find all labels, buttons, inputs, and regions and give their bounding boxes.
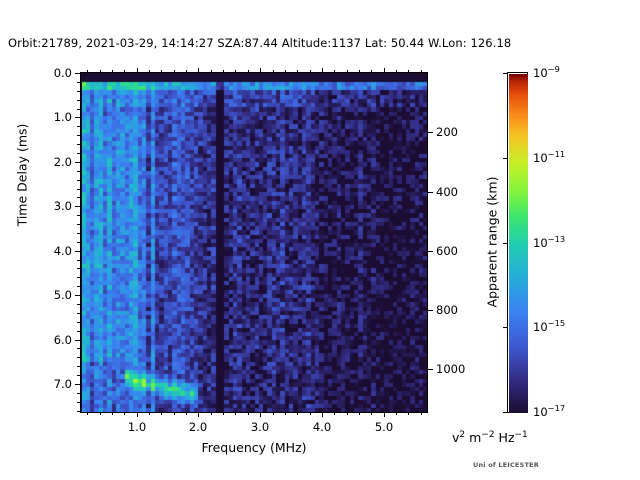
x-tick-label: 2.0	[188, 420, 208, 434]
right-axis-label: Apparent range (km)	[484, 176, 500, 308]
ionogram-heatmap	[82, 74, 427, 412]
y-tick-label: 5.0	[53, 288, 72, 302]
y-tick-label: 1.0	[53, 110, 72, 124]
colorbar-tick-label: 10−17	[533, 403, 566, 419]
x-tick-label: 5.0	[374, 420, 394, 434]
x-tick-label: 3.0	[250, 420, 270, 434]
colorbar-tick-label: 10−9	[533, 64, 560, 80]
right-tick-label: 200	[436, 125, 458, 139]
colorbar-tick-label: 10−11	[533, 149, 566, 165]
ionogram-plot-area	[80, 72, 428, 413]
y-axis-label: Time Delay (ms)	[14, 123, 30, 227]
y-tick-label: 4.0	[53, 244, 72, 258]
institution-watermark: Uni of LEICESTER	[473, 461, 539, 469]
y-tick-label: 6.0	[53, 333, 72, 347]
x-tick-label: 1.0	[127, 420, 147, 434]
y-tick-label: 3.0	[53, 199, 72, 213]
colorbar-units-label: v2 m−2 Hz−1	[452, 429, 528, 445]
colorbar-gradient	[509, 74, 528, 413]
y-tick-label: 2.0	[53, 155, 72, 169]
colorbar-tick-label: 10−13	[533, 234, 566, 250]
right-tick-label: 600	[436, 244, 458, 258]
right-tick-label: 400	[436, 185, 458, 199]
x-tick-label: 4.0	[312, 420, 332, 434]
x-axis-label: Frequency (MHz)	[201, 440, 307, 455]
y-tick-label: 0.0	[53, 66, 72, 80]
colorbar-tick-label: 10−15	[533, 318, 566, 334]
figure-title: Orbit:21789, 2021-03-29, 14:14:27 SZA:87…	[8, 36, 512, 50]
right-tick-label: 800	[436, 303, 458, 317]
colorbar	[507, 72, 528, 413]
y-tick-label: 7.0	[53, 377, 72, 391]
right-tick-label: 1000	[436, 362, 466, 376]
